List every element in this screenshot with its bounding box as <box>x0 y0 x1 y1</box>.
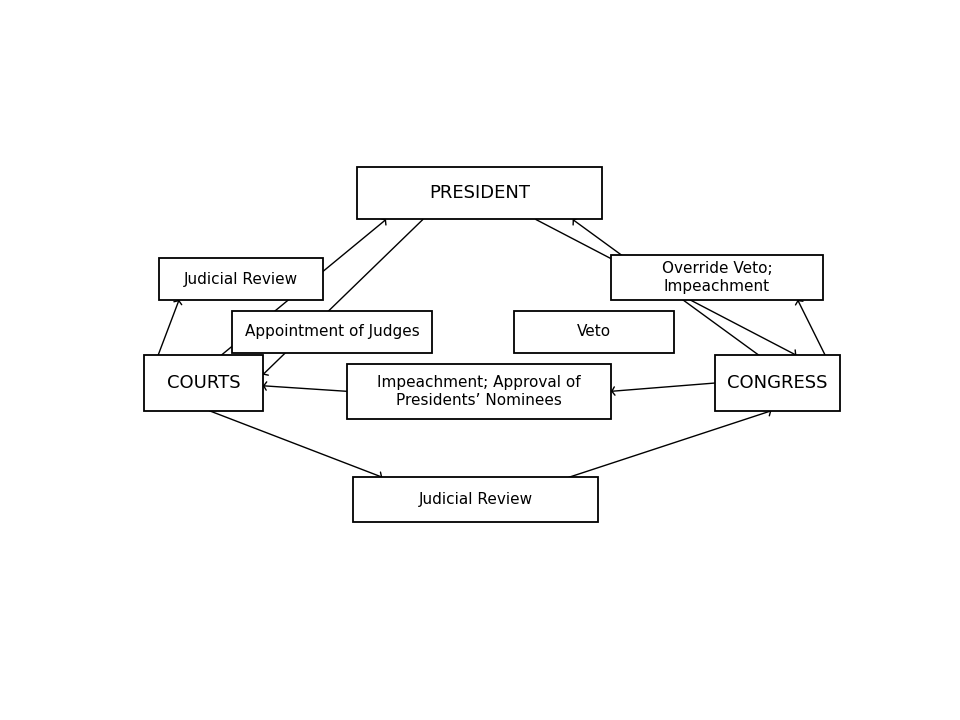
Text: Judicial Review: Judicial Review <box>184 271 299 287</box>
Bar <box>515 311 674 353</box>
Bar <box>144 355 263 410</box>
Bar <box>347 364 611 419</box>
Text: Judicial Review: Judicial Review <box>419 492 533 507</box>
Text: Override Veto;
Impeachment: Override Veto; Impeachment <box>661 261 773 294</box>
Bar <box>611 256 823 300</box>
Bar <box>231 311 432 353</box>
Text: CONGRESS: CONGRESS <box>728 374 828 392</box>
Bar <box>356 167 602 220</box>
Text: Impeachment; Approval of
Presidents’ Nominees: Impeachment; Approval of Presidents’ Nom… <box>377 375 581 408</box>
Text: Appointment of Judges: Appointment of Judges <box>245 324 420 339</box>
Bar <box>715 355 840 410</box>
Text: COURTS: COURTS <box>166 374 240 392</box>
Text: PRESIDENT: PRESIDENT <box>429 184 530 202</box>
Bar <box>159 258 324 300</box>
Text: Veto: Veto <box>577 324 612 339</box>
Bar <box>353 477 598 521</box>
